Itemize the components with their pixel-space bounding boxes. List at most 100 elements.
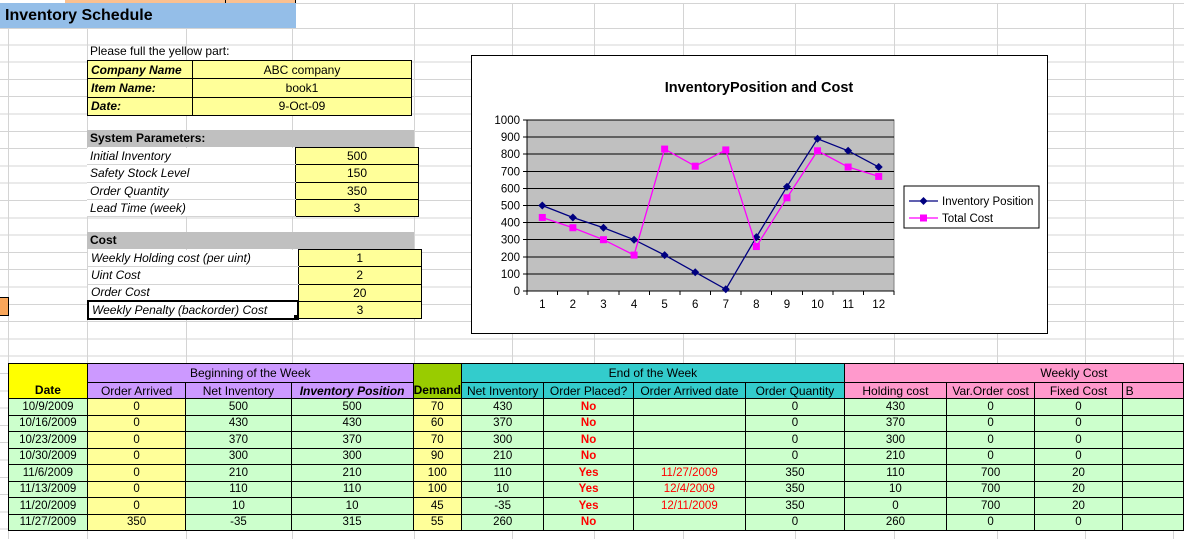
cell[interactable]: 0 — [86, 480, 187, 498]
cell[interactable]: 350 — [745, 497, 845, 515]
cell[interactable]: 0 — [1034, 398, 1123, 416]
order-quantity-field[interactable]: 350 — [295, 181, 419, 200]
cell[interactable]: 0 — [745, 447, 845, 465]
cell[interactable]: 700 — [945, 464, 1036, 482]
penalty-cost-field[interactable]: 3 — [297, 300, 422, 320]
cell[interactable]: 700 — [945, 497, 1036, 515]
cell[interactable]: 45 — [412, 497, 462, 515]
cell[interactable]: 260 — [460, 513, 545, 531]
cell[interactable]: 110 — [185, 480, 292, 498]
cell[interactable]: 20 — [1034, 497, 1123, 515]
cell[interactable] — [632, 398, 747, 416]
cell[interactable]: Yes — [543, 497, 634, 515]
date-field[interactable]: 9-Oct-09 — [192, 96, 412, 116]
cell[interactable]: 500 — [185, 398, 292, 416]
cell[interactable]: 10/16/2009 — [8, 414, 88, 432]
cell[interactable]: -35 — [460, 497, 545, 515]
cell[interactable]: No — [543, 431, 634, 449]
cell[interactable]: 300 — [290, 447, 414, 465]
cell[interactable] — [1121, 398, 1184, 416]
cell[interactable]: 10 — [185, 497, 292, 515]
cell[interactable]: 0 — [86, 447, 187, 465]
cell[interactable]: 300 — [185, 447, 292, 465]
cell[interactable]: 315 — [290, 513, 414, 531]
inventory-chart[interactable]: 0 100 200 300 400 500 600 700 800 900 1000 1 2 3 4 5 6 7 8… — [471, 55, 1048, 334]
cell[interactable] — [1121, 480, 1184, 498]
cell[interactable]: 700 — [945, 480, 1036, 498]
cell[interactable]: 11/27/2009 — [632, 464, 747, 482]
cell[interactable]: 0 — [945, 431, 1036, 449]
cell[interactable]: 10/30/2009 — [8, 447, 88, 465]
fill-handle[interactable] — [293, 313, 296, 317]
cell[interactable]: 70 — [412, 431, 462, 449]
cell[interactable]: 370 — [185, 431, 292, 449]
cell[interactable] — [1121, 464, 1184, 482]
cell[interactable]: 0 — [86, 414, 187, 432]
sheet-title[interactable]: Inventory Schedule — [0, 3, 296, 28]
cell[interactable]: 0 — [843, 497, 947, 515]
cell[interactable]: 20 — [1034, 480, 1123, 498]
unit-cost-field[interactable]: 2 — [297, 266, 422, 285]
cell[interactable] — [632, 431, 747, 449]
cell[interactable]: 430 — [185, 414, 292, 432]
cell[interactable]: 0 — [86, 464, 187, 482]
cell[interactable]: 210 — [185, 464, 292, 482]
cell[interactable]: 0 — [745, 431, 845, 449]
cell[interactable]: 90 — [412, 447, 462, 465]
cell[interactable]: 11/6/2009 — [8, 464, 88, 482]
lead-time-field[interactable]: 3 — [295, 198, 419, 218]
cell[interactable]: 70 — [412, 398, 462, 416]
cell[interactable]: 300 — [460, 431, 545, 449]
cell[interactable]: 430 — [843, 398, 947, 416]
cell[interactable]: 210 — [290, 464, 414, 482]
cell[interactable]: 10 — [290, 497, 414, 515]
cell[interactable]: 10/9/2009 — [8, 398, 88, 416]
cell[interactable]: 10/23/2009 — [8, 431, 88, 449]
cell[interactable]: -35 — [185, 513, 292, 531]
cell[interactable]: No — [543, 414, 634, 432]
cell[interactable]: 0 — [1034, 447, 1123, 465]
cell[interactable]: 0 — [86, 431, 187, 449]
cell[interactable] — [1121, 447, 1184, 465]
cell[interactable]: 0 — [86, 497, 187, 515]
safety-stock-field[interactable]: 150 — [295, 164, 419, 183]
cell[interactable]: 110 — [460, 464, 545, 482]
cell[interactable]: 0 — [1034, 431, 1123, 449]
cell[interactable]: 10 — [460, 480, 545, 498]
cell[interactable]: No — [543, 447, 634, 465]
cell[interactable] — [1121, 497, 1184, 515]
cell[interactable] — [1121, 431, 1184, 449]
cell[interactable]: 0 — [745, 398, 845, 416]
cell[interactable] — [632, 513, 747, 531]
cell[interactable]: 0 — [945, 414, 1036, 432]
holding-cost-field[interactable]: 1 — [297, 248, 422, 268]
cell[interactable]: 210 — [460, 447, 545, 465]
cell[interactable]: 0 — [86, 398, 187, 416]
cell[interactable]: 500 — [290, 398, 414, 416]
cell[interactable]: No — [543, 513, 634, 531]
cell[interactable]: 110 — [290, 480, 414, 498]
company-name-field[interactable]: ABC company — [192, 59, 412, 80]
cell[interactable]: 0 — [1034, 513, 1123, 531]
cell[interactable] — [1121, 513, 1184, 531]
cell[interactable]: 60 — [412, 414, 462, 432]
cell[interactable]: 0 — [745, 414, 845, 432]
cell[interactable]: 100 — [412, 464, 462, 482]
penalty-cost-label-selected-cell[interactable]: Weekly Penalty (backorder) Cost — [87, 300, 299, 320]
cell[interactable]: 55 — [412, 513, 462, 531]
cell[interactable] — [1121, 414, 1184, 432]
cell[interactable]: 11/20/2009 — [8, 497, 88, 515]
cell[interactable]: 300 — [843, 431, 947, 449]
cell[interactable]: 350 — [745, 464, 845, 482]
cell[interactable]: 370 — [460, 414, 545, 432]
cell[interactable]: 100 — [412, 480, 462, 498]
cell[interactable]: 370 — [843, 414, 947, 432]
cell[interactable]: 350 — [86, 513, 187, 531]
cell[interactable]: 0 — [945, 513, 1036, 531]
cell[interactable]: 0 — [945, 447, 1036, 465]
cell[interactable] — [632, 414, 747, 432]
initial-inventory-field[interactable]: 500 — [295, 146, 419, 166]
cell[interactable]: 0 — [745, 513, 845, 531]
item-name-field[interactable]: book1 — [192, 78, 412, 98]
cell[interactable]: 370 — [290, 431, 414, 449]
